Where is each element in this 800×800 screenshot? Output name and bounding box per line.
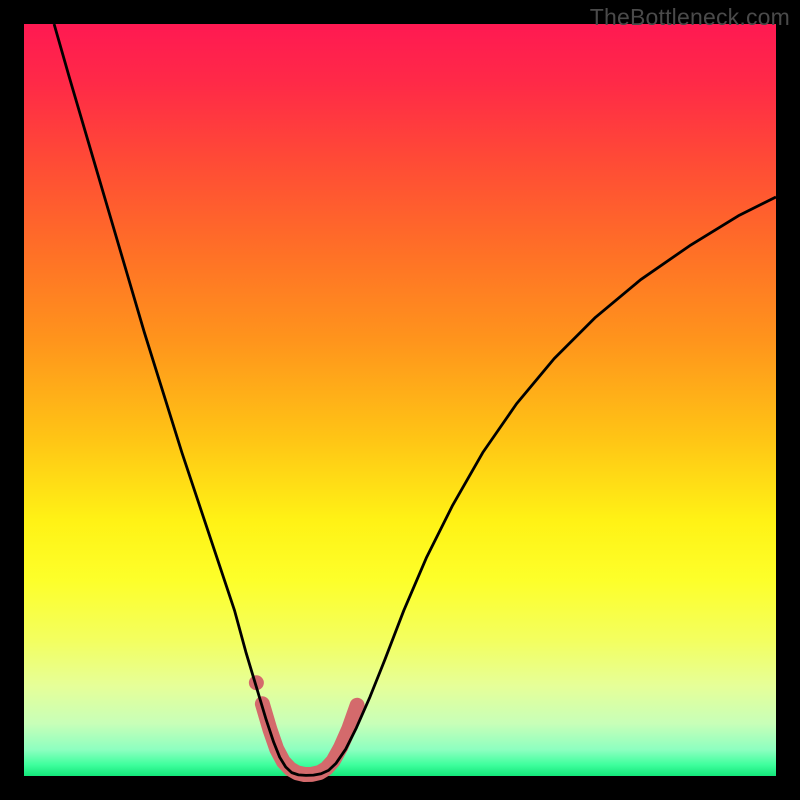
plot-background bbox=[24, 24, 776, 776]
bottleneck-curve-chart bbox=[0, 0, 800, 800]
chart-container: TheBottleneck.com bbox=[0, 0, 800, 800]
